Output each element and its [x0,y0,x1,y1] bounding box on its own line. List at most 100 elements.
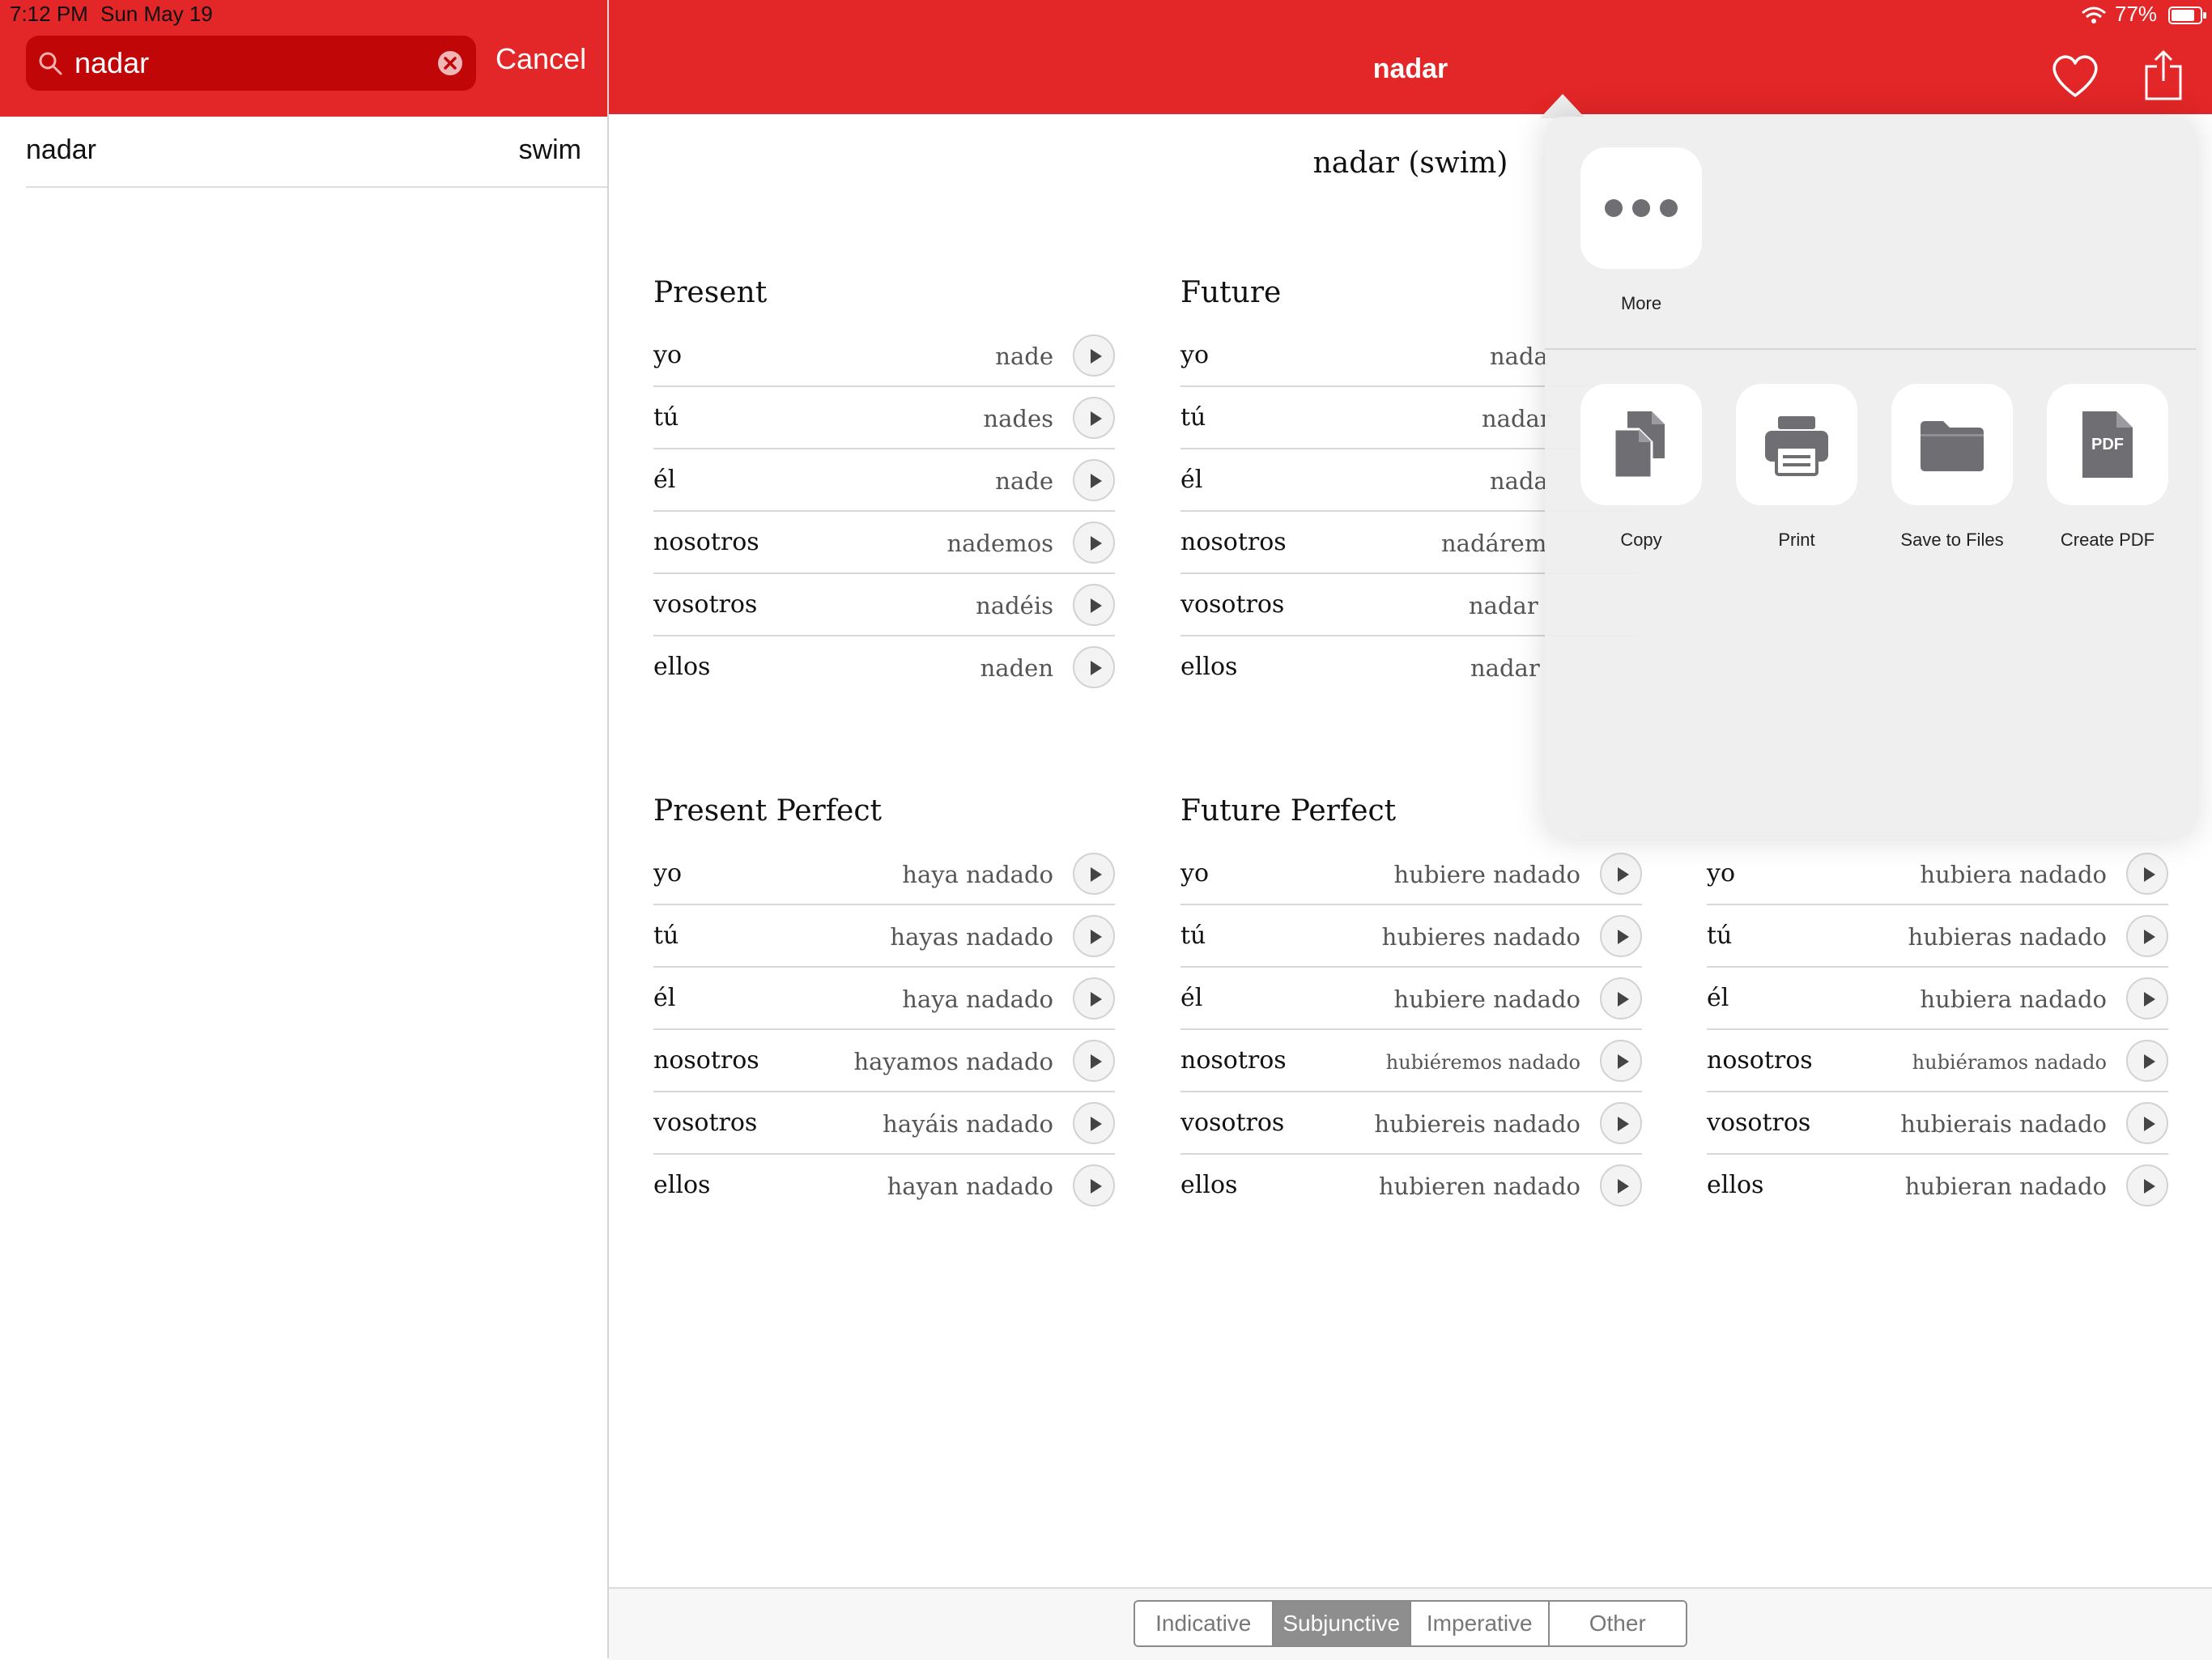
play-audio-button[interactable] [1073,584,1115,626]
segment-imperative[interactable]: Imperative [1411,1602,1550,1645]
play-audio-button[interactable] [1600,915,1642,957]
play-audio-button[interactable] [1600,1164,1642,1207]
tense-present-perfect: Present Perfect yo haya nadado tú hayas na… [653,794,1115,1217]
verb-form: nade [995,467,1053,495]
play-audio-button[interactable] [2126,1164,2168,1207]
verb-form: hubieres nadado [1381,923,1580,951]
main-panel: 77% nadar nadar (swim) Present [609,0,2212,1658]
nav-title: nadar [1372,53,1448,84]
share-save-to-files-button[interactable]: Save to Files [1875,384,2029,551]
pronoun: ellos [653,653,711,681]
status-time: 7:12 PM [10,2,88,26]
share-print-button[interactable]: Print [1720,384,1874,551]
play-audio-button[interactable] [1600,1102,1642,1144]
conjugation-row: tú hayas nadado [653,905,1115,968]
favorite-heart-icon[interactable] [2050,53,2100,99]
share-more-button[interactable]: More [1564,147,1718,314]
tense-title: Present Perfect [653,794,882,828]
play-audio-button[interactable] [1073,646,1115,688]
share-copy-button[interactable]: Copy [1564,384,1718,551]
play-audio-button[interactable] [1073,915,1115,957]
mood-segmented-control: Indicative Subjunctive Imperative Other [1134,1600,1687,1647]
pronoun: tú [1707,922,1733,950]
play-audio-button[interactable] [1073,459,1115,501]
result-row[interactable]: nadar swim [26,117,607,188]
pronoun: yo [1707,859,1736,887]
pronoun: yo [653,859,683,887]
popover-arrow [1540,94,1585,118]
play-audio-button[interactable] [1600,853,1642,895]
play-audio-button[interactable] [1073,521,1115,564]
pronoun: nosotros [653,528,759,556]
more-icon [1605,199,1678,217]
search-icon [39,52,62,75]
verb-form: nademos [946,530,1053,557]
pronoun: él [653,466,676,494]
verb-form: nadar [1469,592,1538,619]
conjugation-row: tú hubieras nadado [1707,905,2168,968]
verb-form: hayas nadado [890,923,1053,951]
play-audio-button[interactable] [1600,1040,1642,1082]
pronoun: tú [1180,922,1206,950]
play-audio-button[interactable] [1073,977,1115,1019]
conjugation-row: tú nades [653,387,1115,449]
verb-form: hubiere nadado [1393,861,1580,888]
segment-other[interactable]: Other [1549,1602,1686,1645]
play-audio-button[interactable] [2126,1102,2168,1144]
pronoun: yo [653,341,683,369]
results-list: nadar swim [0,117,607,188]
play-audio-button[interactable] [1073,853,1115,895]
segment-subjunctive[interactable]: Subjunctive [1273,1602,1411,1645]
conjugation-row: ellos hubieran nadado [1707,1155,2168,1217]
clear-search-icon[interactable] [437,50,463,76]
nav-bar: 77% nadar [609,0,2212,114]
play-audio-button[interactable] [1073,397,1115,439]
pronoun: ellos [1180,653,1238,681]
tense-pluperfect: yo hubiera nadado tú hubieras nadado él hub… [1707,794,2168,1217]
cancel-button[interactable]: Cancel [496,42,587,75]
conjugation-row: vosotros hubierais nadado [1707,1092,2168,1155]
verb-form: hubiere nadado [1393,985,1580,1013]
play-audio-button[interactable] [2126,977,2168,1019]
conjugation-row: yo nade [653,325,1115,387]
tense-present: Present yo nade tú nades él nade nosotros na… [653,276,1115,699]
search-field[interactable] [26,36,476,91]
conjugation-row: nosotros nadárem [1180,512,1642,574]
conjugation-row: tú nadar [1180,387,1642,449]
result-translation: swim [518,134,581,165]
conjugation-row: vosotros nadar [1180,574,1642,636]
play-audio-button[interactable] [1600,977,1642,1019]
pronoun: vosotros [1180,590,1285,619]
copy-icon [1613,411,1665,479]
folder-icon [1921,421,1984,471]
share-create-pdf-button[interactable]: PDF Create PDF [2031,384,2184,551]
verb-form: haya nadado [902,861,1053,888]
share-icon[interactable] [2144,49,2183,100]
conjugation-row: él haya nadado [653,968,1115,1030]
verb-form: nade [995,343,1053,370]
printer-icon [1765,416,1828,476]
tense-future: Future yo nada tú nadar él nada nosotros nad… [1180,276,1642,699]
verb-form: hubiera nadado [1920,985,2107,1013]
play-audio-button[interactable] [1073,1164,1115,1207]
segment-indicative[interactable]: Indicative [1135,1602,1274,1645]
search-input[interactable] [74,36,431,91]
play-audio-button[interactable] [1073,1102,1115,1144]
pronoun: vosotros [653,1109,758,1137]
conjugation-row: ellos nadar [1180,636,1642,699]
verb-form: haya nadado [902,985,1053,1013]
pronoun: nosotros [1707,1046,1813,1075]
verb-form: hayan nadado [887,1173,1053,1200]
play-audio-button[interactable] [1073,1040,1115,1082]
play-audio-button[interactable] [2126,853,2168,895]
conjugation-row: ellos naden [653,636,1115,699]
conjugation-row: vosotros hubiereis nadado [1180,1092,1642,1155]
verb-form: hayamos nadado [853,1048,1053,1075]
play-audio-button[interactable] [1073,334,1115,377]
verb-form: hubieren nadado [1378,1173,1580,1200]
tense-title: Future [1180,276,1282,309]
divider [1545,348,2196,350]
play-audio-button[interactable] [2126,915,2168,957]
wifi-icon [2082,6,2106,23]
play-audio-button[interactable] [2126,1040,2168,1082]
